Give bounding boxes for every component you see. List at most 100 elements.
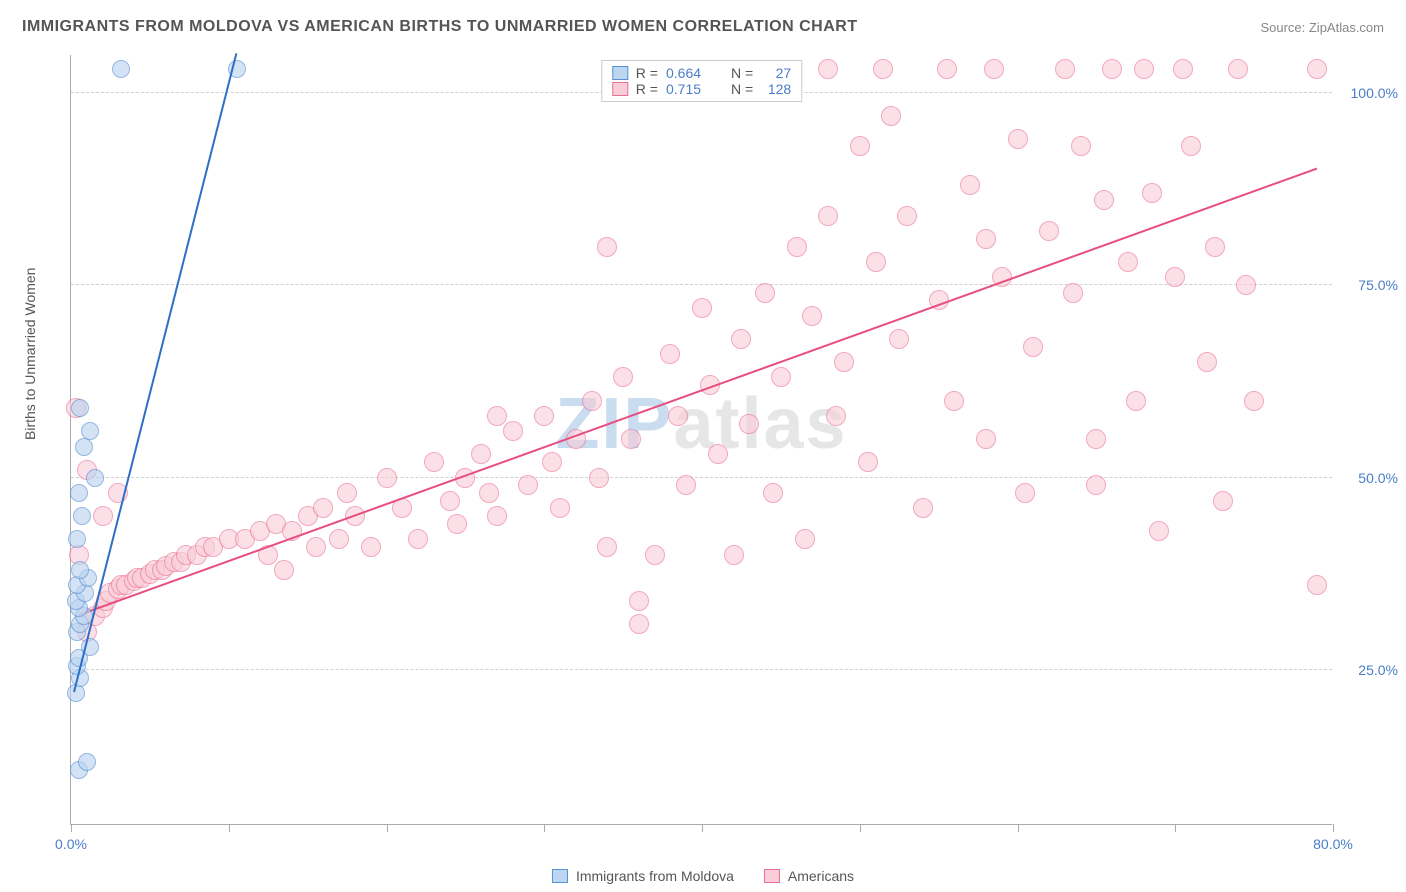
swatch-moldova: [552, 869, 568, 883]
data-point-americans: [479, 483, 499, 503]
x-tick-label: 0.0%: [55, 836, 87, 852]
y-tick-label: 100.0%: [1342, 85, 1398, 101]
data-point-americans: [1008, 129, 1028, 149]
data-point-americans: [1063, 283, 1083, 303]
source-attribution: Source: ZipAtlas.com: [1260, 20, 1384, 35]
data-point-americans: [613, 367, 633, 387]
data-point-americans: [976, 429, 996, 449]
data-point-americans: [1134, 59, 1154, 79]
n-value: 128: [761, 81, 791, 97]
scatter-chart: ZIPatlas 25.0%50.0%75.0%100.0%0.0%80.0%R…: [70, 55, 1332, 825]
data-point-americans: [1094, 190, 1114, 210]
data-point-americans: [795, 529, 815, 549]
chart-header: IMMIGRANTS FROM MOLDOVA VS AMERICAN BIRT…: [22, 18, 1384, 36]
data-point-americans: [1118, 252, 1138, 272]
legend-stats-row: R =0.664N =27: [612, 65, 791, 81]
data-point-americans: [802, 306, 822, 326]
n-value: 27: [761, 65, 791, 81]
data-point-americans: [503, 421, 523, 441]
data-point-americans: [873, 59, 893, 79]
data-point-americans: [692, 298, 712, 318]
data-point-americans: [763, 483, 783, 503]
data-point-americans: [850, 136, 870, 156]
data-point-americans: [739, 414, 759, 434]
data-point-americans: [708, 444, 728, 464]
grid-line-h: [71, 477, 1332, 478]
data-point-americans: [408, 529, 428, 549]
data-point-americans: [1165, 267, 1185, 287]
data-point-americans: [487, 406, 507, 426]
data-point-moldova: [78, 753, 96, 771]
data-point-americans: [771, 367, 791, 387]
data-point-americans: [976, 229, 996, 249]
data-point-americans: [1228, 59, 1248, 79]
data-point-moldova: [70, 484, 88, 502]
data-point-moldova: [73, 507, 91, 525]
legend-stats-box: R =0.664N =27R = 0.715 N = 128: [601, 60, 802, 102]
data-point-americans: [1015, 483, 1035, 503]
n-label: N =: [731, 81, 753, 97]
data-point-americans: [897, 206, 917, 226]
data-point-americans: [1071, 136, 1091, 156]
data-point-americans: [1181, 136, 1201, 156]
data-point-americans: [440, 491, 460, 511]
data-point-americans: [1149, 521, 1169, 541]
data-point-americans: [629, 614, 649, 634]
x-tick: [71, 824, 72, 832]
r-label: R =: [636, 81, 658, 97]
source-prefix: Source:: [1260, 20, 1308, 35]
data-point-americans: [731, 329, 751, 349]
trend-line-moldova: [73, 53, 237, 693]
x-tick: [1018, 824, 1019, 832]
data-point-americans: [858, 452, 878, 472]
data-point-americans: [645, 545, 665, 565]
data-point-americans: [621, 429, 641, 449]
swatch-americans: [764, 869, 780, 883]
data-point-americans: [274, 560, 294, 580]
x-tick: [1333, 824, 1334, 832]
data-point-moldova: [86, 469, 104, 487]
grid-line-h: [71, 669, 1332, 670]
x-tick: [544, 824, 545, 832]
data-point-americans: [597, 237, 617, 257]
data-point-americans: [471, 444, 491, 464]
data-point-americans: [1126, 391, 1146, 411]
data-point-moldova: [112, 60, 130, 78]
data-point-americans: [1307, 59, 1327, 79]
data-point-moldova: [71, 399, 89, 417]
data-point-americans: [597, 537, 617, 557]
chart-title: IMMIGRANTS FROM MOLDOVA VS AMERICAN BIRT…: [22, 18, 858, 36]
data-point-americans: [660, 344, 680, 364]
y-tick-label: 75.0%: [1342, 277, 1398, 293]
data-point-americans: [542, 452, 562, 472]
data-point-americans: [818, 206, 838, 226]
data-point-americans: [1244, 391, 1264, 411]
data-point-americans: [1102, 59, 1122, 79]
data-point-americans: [1307, 575, 1327, 595]
y-tick-label: 50.0%: [1342, 470, 1398, 486]
y-tick-label: 25.0%: [1342, 662, 1398, 678]
data-point-americans: [424, 452, 444, 472]
data-point-americans: [306, 537, 326, 557]
data-point-americans: [329, 529, 349, 549]
data-point-americans: [1142, 183, 1162, 203]
data-point-americans: [937, 59, 957, 79]
x-tick: [702, 824, 703, 832]
data-point-americans: [826, 406, 846, 426]
data-point-americans: [589, 468, 609, 488]
data-point-americans: [487, 506, 507, 526]
r-value: 0.715: [666, 81, 701, 97]
legend-label-americans: Americans: [788, 868, 854, 884]
x-tick: [860, 824, 861, 832]
data-point-americans: [676, 475, 696, 495]
x-tick: [387, 824, 388, 832]
data-point-americans: [818, 59, 838, 79]
legend-swatch: [612, 66, 628, 80]
data-point-americans: [1213, 491, 1233, 511]
data-point-americans: [1173, 59, 1193, 79]
source-link[interactable]: ZipAtlas.com: [1309, 20, 1384, 35]
data-point-americans: [629, 591, 649, 611]
data-point-americans: [984, 59, 1004, 79]
data-point-americans: [534, 406, 554, 426]
data-point-americans: [337, 483, 357, 503]
